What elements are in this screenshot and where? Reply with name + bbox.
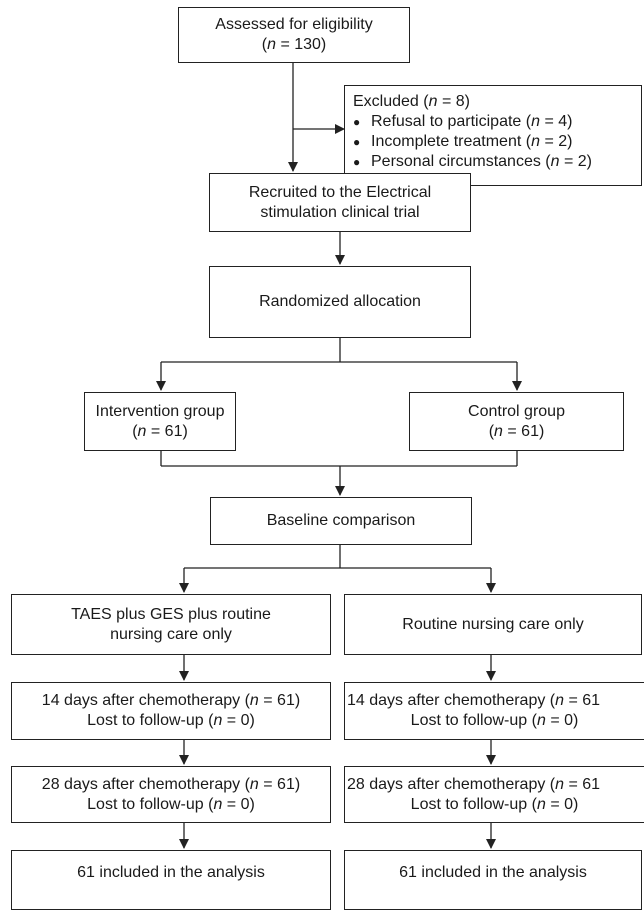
recruited-line1: Recruited to the Electrical — [248, 183, 432, 201]
right-treatment-box: Routine nursing care only — [344, 594, 642, 655]
left-day28-line1: 28 days after chemotherapy (n = 61) — [41, 775, 301, 793]
excluded-box: Excluded (n = 8) ● Refusal to participate… — [344, 85, 642, 186]
randomized-label: Randomized allocation — [259, 293, 421, 310]
left-day28-line2: Lost to follow-up (n = 0) — [87, 795, 255, 813]
right-day14-box: 14 days after chemotherapy (n = 61 Lost … — [344, 682, 644, 740]
excluded-item: ● Refusal to participate (n = 4) — [353, 113, 573, 130]
left-day14-line1: 14 days after chemotherapy (n = 61) — [41, 692, 301, 709]
right-day14-line2: Lost to follow-up (n = 0) — [410, 712, 579, 729]
left-treatment-line2: nursing care only — [110, 625, 232, 643]
intervention-group-box: Intervention group (n = 61) — [84, 392, 236, 451]
recruited-line2: stimulation clinical trial — [260, 203, 420, 221]
right-treatment-line1: Routine nursing care only — [402, 615, 584, 633]
excluded-item: ● Personal circumstances (n = 2) — [353, 153, 592, 170]
right-analysis-label: 61 included in the analysis — [399, 864, 587, 881]
randomized-box: Randomized allocation — [209, 266, 471, 338]
excluded-title: Excluded (n = 8) — [353, 93, 470, 110]
left-day28-box: 28 days after chemotherapy (n = 61) Lost… — [11, 766, 331, 823]
right-day28-box: 28 days after chemotherapy (n = 61 Lost … — [344, 766, 644, 823]
right-day14-line1: 14 days after chemotherapy (n = 61 — [347, 692, 601, 709]
right-analysis-box: 61 included in the analysis — [344, 850, 642, 910]
left-analysis-box: 61 included in the analysis — [11, 850, 331, 910]
recruited-box: Recruited to the Electrical stimulation … — [209, 173, 471, 232]
right-day28-line2: Lost to follow-up (n = 0) — [410, 795, 579, 813]
control-title: Control group — [468, 402, 565, 420]
control-count: (n = 61) — [488, 422, 545, 440]
baseline-box: Baseline comparison — [210, 497, 472, 545]
eligibility-title: Assessed for eligibility — [215, 16, 373, 33]
left-day14-box: 14 days after chemotherapy (n = 61) Lost… — [11, 682, 331, 740]
left-treatment-box: TAES plus GES plus routine nursing care … — [11, 594, 331, 655]
control-group-box: Control group (n = 61) — [409, 392, 624, 451]
intervention-title: Intervention group — [95, 402, 225, 420]
baseline-label: Baseline comparison — [266, 512, 416, 529]
right-day28-line1: 28 days after chemotherapy (n = 61 — [347, 775, 601, 793]
eligibility-box: Assessed for eligibility (n = 130) — [178, 7, 410, 63]
intervention-count: (n = 61) — [132, 422, 188, 440]
excluded-item: ● Incomplete treatment (n = 2) — [353, 133, 573, 150]
eligibility-count: (n = 130) — [261, 36, 327, 53]
left-analysis-label: 61 included in the analysis — [77, 864, 265, 881]
left-day14-line2: Lost to follow-up (n = 0) — [87, 712, 255, 729]
left-treatment-line1: TAES plus GES plus routine — [71, 605, 271, 623]
